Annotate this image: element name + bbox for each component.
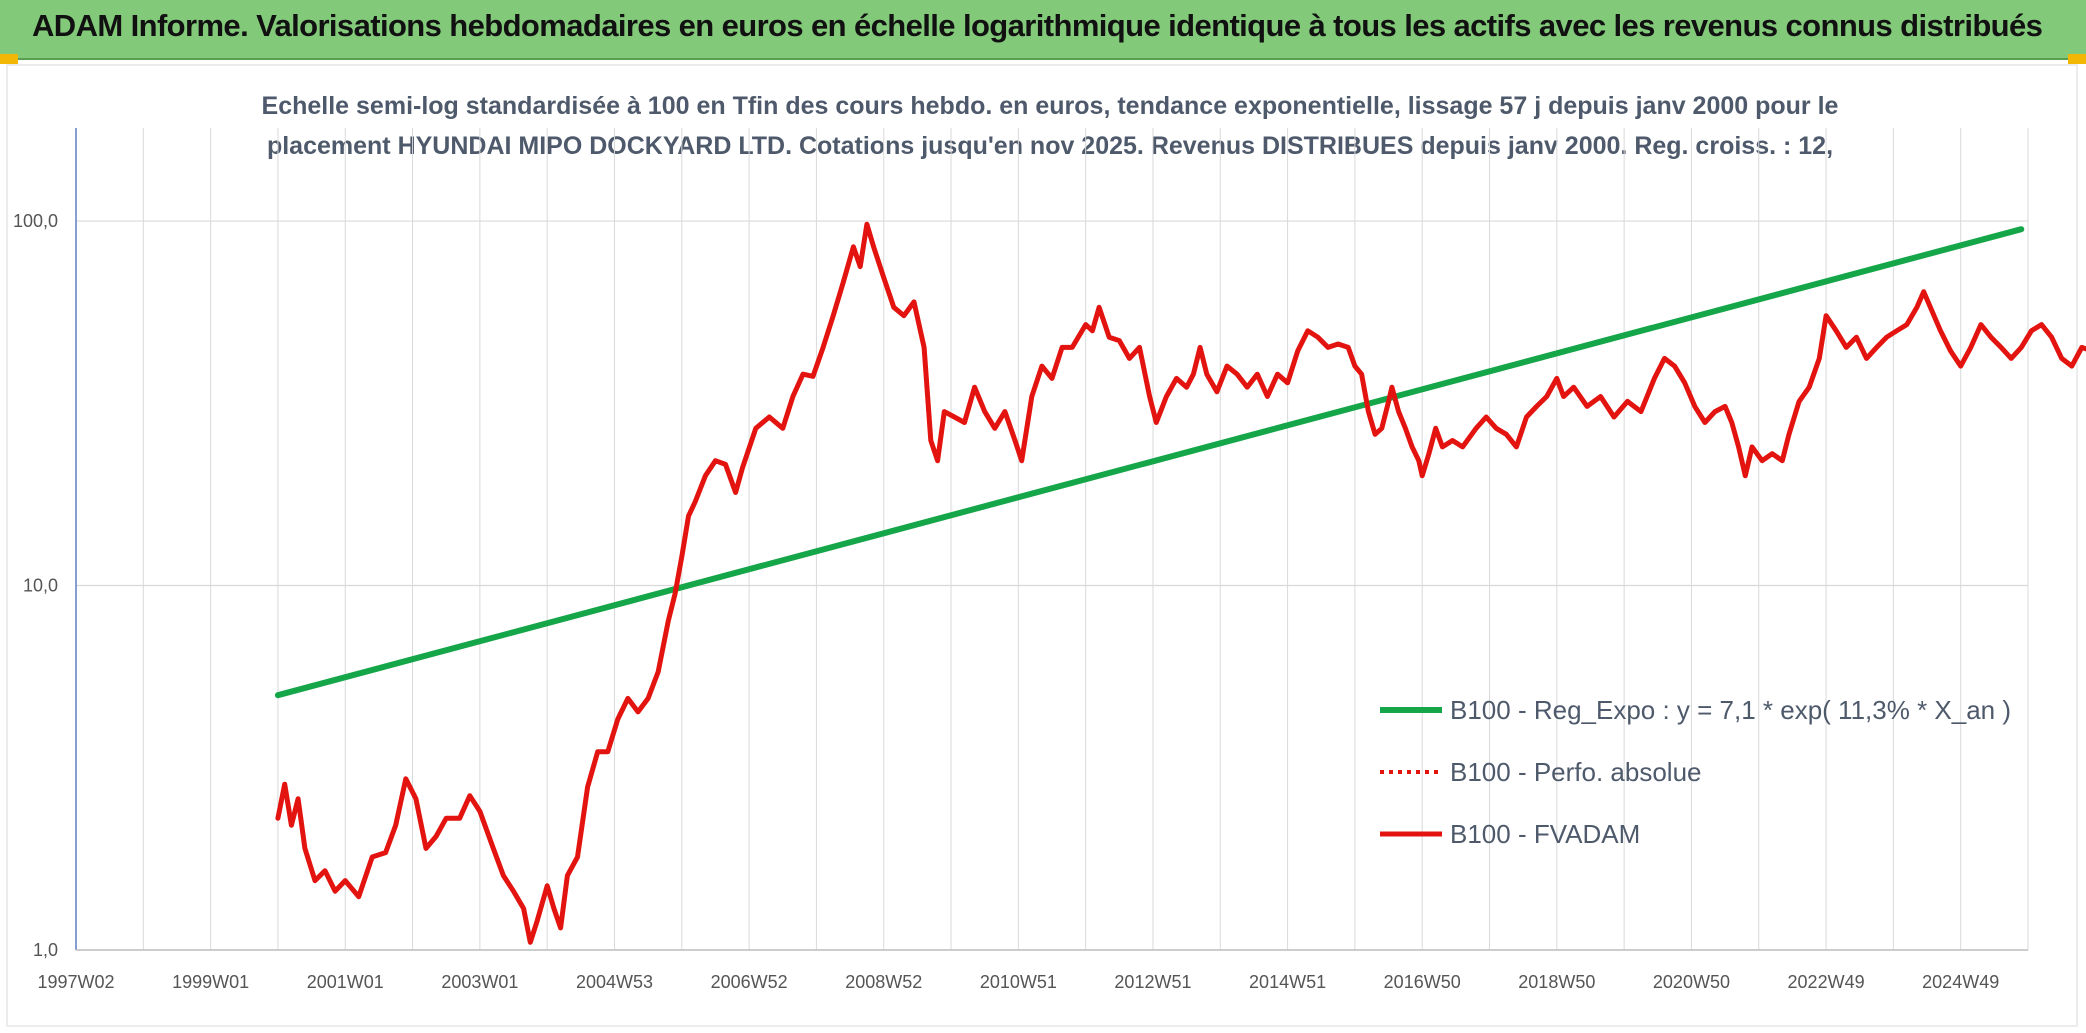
- x-tick-label: 2016W50: [1384, 972, 1461, 992]
- series-trend-line: [274, 226, 2025, 699]
- y-tick-label: 10,0: [23, 576, 58, 596]
- x-tick-label: 2001W01: [307, 972, 384, 992]
- x-tick-label: 2012W51: [1114, 972, 1191, 992]
- y-tick-label: 1,0: [33, 940, 58, 960]
- subtitle-line-1: Echelle semi-log standardisée à 100 en T…: [261, 92, 1839, 120]
- corner-marker-right: [2068, 54, 2086, 64]
- report-header: ADAM Informe. Valorisations hebdomadaire…: [0, 0, 2086, 60]
- x-tick-label: 1999W01: [172, 972, 249, 992]
- x-tick-label: 2022W49: [1788, 972, 1865, 992]
- series-layer: [274, 221, 2086, 945]
- x-tick-label: 2006W52: [711, 972, 788, 992]
- x-tick-label: 2003W01: [441, 972, 518, 992]
- x-tick-label: 2020W50: [1653, 972, 1730, 992]
- x-tick-label: 2024W49: [1922, 972, 1999, 992]
- grid-layer: [76, 128, 2029, 951]
- x-tick-label: 1997W02: [37, 972, 114, 992]
- series-fvadam-line: [275, 221, 2086, 945]
- legend-label: B100 - Perfo. absolue: [1450, 757, 1702, 787]
- x-tick-label: 2014W51: [1249, 972, 1326, 992]
- chart-frame: [6, 64, 2078, 1027]
- legend-label: B100 - FVADAM: [1450, 819, 1640, 849]
- legend-layer: B100 - Reg_Expo : y = 7,1 * exp( 11,3% *…: [1380, 695, 2011, 849]
- corner-marker-left: [0, 54, 18, 64]
- subtitle-line-2: placement HYUNDAI MIPO DOCKYARD LTD. Cot…: [266, 132, 1834, 160]
- legend-label: B100 - Reg_Expo : y = 7,1 * exp( 11,3% *…: [1450, 695, 2011, 725]
- y-tick-label: 100,0: [13, 211, 58, 231]
- x-tick-label: 2008W52: [845, 972, 922, 992]
- chart-subtitle: Echelle semi-log standardisée à 100 en T…: [150, 86, 1950, 166]
- x-tick-label: 2018W50: [1518, 972, 1595, 992]
- axis-layer: 1,0 10,0 100,0 1997W02 1999W01 2001W01 2003W01…: [13, 128, 2028, 992]
- x-tick-label: 2004W53: [576, 972, 653, 992]
- report-title: ADAM Informe. Valorisations hebdomadaire…: [32, 8, 2043, 43]
- x-tick-label: 2010W51: [980, 972, 1057, 992]
